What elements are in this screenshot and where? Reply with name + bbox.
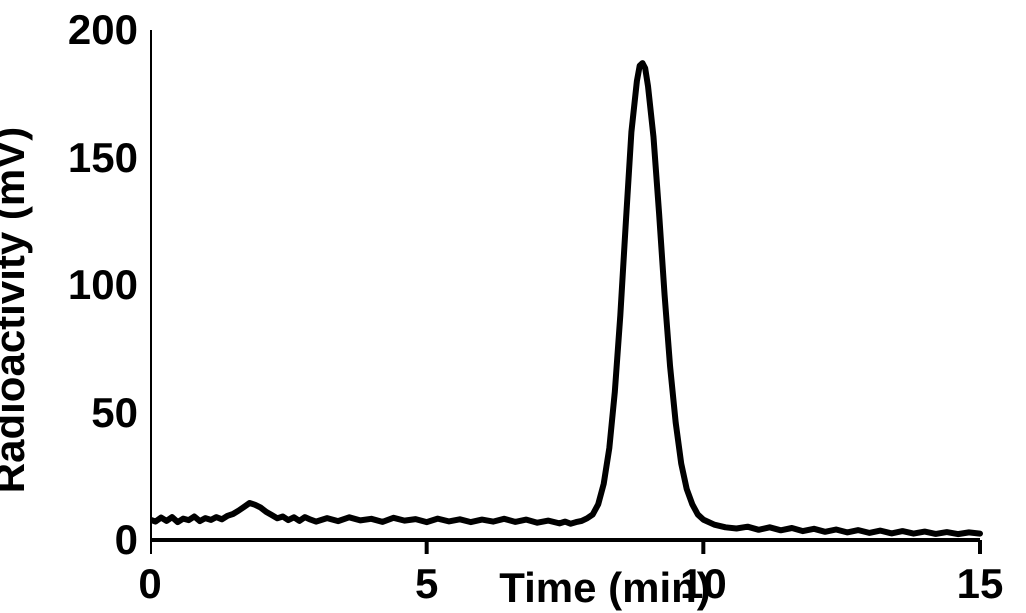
x-tick-label: 10 (680, 560, 727, 608)
y-tick-label: 150 (68, 134, 138, 182)
y-axis-label: Radioactivity (mV) (0, 127, 34, 493)
y-tick-label: 100 (68, 261, 138, 309)
y-tick-label: 200 (68, 6, 138, 54)
y-tick-label: 0 (115, 516, 138, 564)
y-tick-label: 50 (91, 389, 138, 437)
x-tick-label: 15 (957, 560, 1004, 608)
x-tick-label: 0 (138, 560, 161, 608)
chromatogram-plot: Radioactivity (mV) Time (min) 0510150501… (30, 10, 1010, 600)
trace (150, 30, 1020, 580)
x-tick-label: 5 (415, 560, 438, 608)
